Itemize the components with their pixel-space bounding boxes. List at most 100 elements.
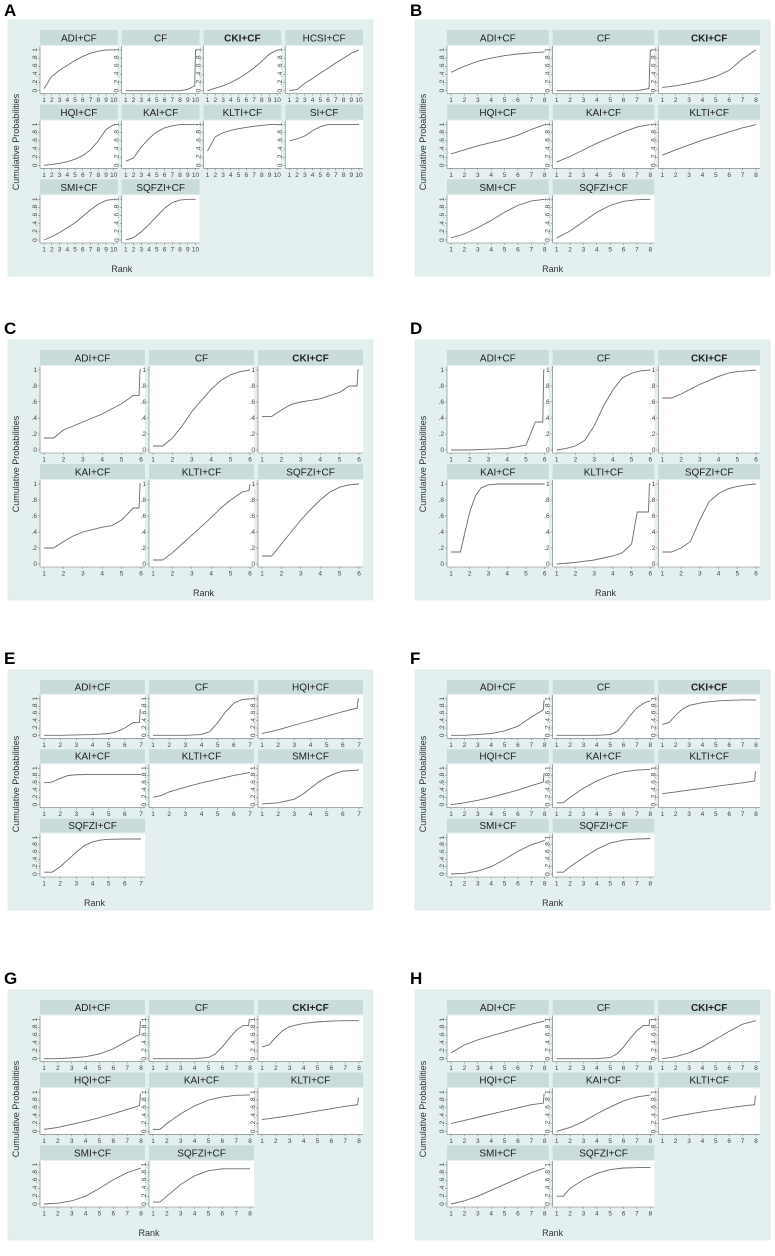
x-tick-label: 5 <box>207 1211 211 1218</box>
y-tick-label: .4 <box>250 1113 257 1119</box>
x-tick-label: 4 <box>595 742 599 749</box>
y-tick-label: .4 <box>439 1040 446 1046</box>
y-tick-label: .2 <box>545 79 552 85</box>
x-tick-label: 6 <box>244 172 248 179</box>
subplot-kai-cf: KAI+CF1 2 3 4 5 6 7 8 9 100.2.4.6.81 <box>114 104 200 179</box>
x-tick-label: 2 <box>463 1065 467 1072</box>
x-tick-label: 3 <box>476 1211 480 1218</box>
plot-area <box>447 195 549 243</box>
y-tick-label: 0 <box>546 561 550 568</box>
subplot-sqfzi-cf: SQFZI+CF 1 2 3 4 5 6 7 8 0 .2 .4 .6 .8 1 <box>545 179 655 254</box>
y-tick-label: .2 <box>250 1048 257 1054</box>
y-tick-label: .2 <box>32 431 38 438</box>
x-tick-label: 2 <box>132 247 136 254</box>
x-axis-label: Rank <box>193 588 215 598</box>
y-tick-label: .6 <box>32 1032 39 1038</box>
subplot-hcsi-cf: HCSI+CF1 2 3 4 5 6 7 8 9 100.2.4.6.81 <box>277 30 363 104</box>
subplot-title-bar <box>447 818 549 833</box>
x-tick-label: 3 <box>303 97 307 104</box>
x-tick-label: 5 <box>216 742 220 749</box>
y-tick-label: 1 <box>545 1163 552 1167</box>
subplot-adi-cf: ADI+CF 1 2 3 4 5 6 0 .2 .4 .6 .8 1 <box>439 350 549 464</box>
x-tick-label: 1 <box>449 1211 453 1218</box>
subplot-title-bar <box>40 1145 145 1160</box>
cumulative-rank-line <box>556 49 651 92</box>
x-tick-label: 8 <box>96 172 100 179</box>
x-tick-label: 5 <box>338 571 342 578</box>
y-tick-label: .4 <box>439 221 446 227</box>
subplot-smi-cf: SMI+CF 1 2 3 4 5 6 7 8 0 .2 .4 .6 .8 1 <box>439 179 549 254</box>
y-tick-label: 1 <box>250 766 257 770</box>
x-tick-label: 7 <box>529 742 533 749</box>
y-tick-label: .4 <box>32 146 39 152</box>
subplot-title-bar <box>40 464 145 479</box>
y-tick-label: .4 <box>650 718 657 724</box>
x-tick-label: 7 <box>635 881 639 888</box>
y-tick-label: .4 <box>114 71 121 77</box>
y-tick-label: .6 <box>439 1177 446 1183</box>
x-tick-label: 5 <box>120 457 124 464</box>
x-tick-label: 1 <box>42 247 46 254</box>
x-tick-label: 8 <box>649 97 653 104</box>
subplot-adi-cf: ADI+CF1 2 3 4 5 6 70.2.4.6.81 <box>32 680 145 749</box>
subplot-title: SQFZI+CF <box>286 468 335 479</box>
x-tick-label: 4 <box>595 1065 599 1072</box>
y-tick-label: 1 <box>650 122 657 126</box>
x-tick-label: 3 <box>476 172 480 179</box>
x-tick-label: 6 <box>754 571 758 578</box>
x-tick-label: 1 <box>449 742 453 749</box>
x-tick-label: 1 <box>449 1138 453 1145</box>
x-tick-label: 4 <box>489 811 493 818</box>
x-tick-label: 1 <box>151 1211 155 1218</box>
cumulative-rank-line <box>662 124 757 156</box>
x-tick-label: 8 <box>260 172 264 179</box>
y-tick-label: .2 <box>114 79 121 85</box>
y-tick-label: .4 <box>439 146 446 152</box>
subplot-kai-cf: KAI+CF1 2 3 4 5 6 7 80.2.4.6.81 <box>545 1072 655 1145</box>
plot-area <box>552 833 655 877</box>
y-tick-label: 1 <box>652 481 656 488</box>
x-tick-label: 7 <box>170 247 174 254</box>
subplot-title-bar <box>149 749 254 764</box>
x-tick-label: 2 <box>58 742 62 749</box>
x-tick-label: 3 <box>582 811 586 818</box>
x-tick-label: 1 <box>555 97 559 104</box>
y-tick-label: .4 <box>32 718 39 724</box>
x-tick-label: 1 <box>555 742 559 749</box>
y-tick-label: .8 <box>114 130 121 136</box>
y-tick-label: .2 <box>439 864 446 870</box>
cumulative-rank-line <box>262 369 359 417</box>
x-tick-label: 6 <box>248 571 252 578</box>
subplot-sqfzi-cf: SQFZI+CF1 2 3 4 5 6 7 8 9 100.2.4.6.81 <box>114 179 200 254</box>
cumulative-rank-line <box>556 1167 651 1197</box>
x-tick-label: 3 <box>476 247 480 254</box>
y-tick-label: 0 <box>114 163 121 167</box>
y-tick-label: 1 <box>33 481 37 488</box>
plot-area <box>40 366 145 453</box>
y-tick-label: 0 <box>33 561 37 568</box>
y-tick-label: .2 <box>545 229 552 235</box>
y-tick-label: 0 <box>650 733 657 737</box>
x-tick-label: 3 <box>58 172 62 179</box>
y-tick-label: .8 <box>32 842 39 848</box>
y-tick-label: .8 <box>439 703 446 709</box>
plot-area <box>203 120 282 169</box>
figure-panel-h: H Cumulative Probabilities Rank ADI+CF 1 2 3 4 5… <box>410 969 771 1241</box>
subplot-title-bar <box>658 464 760 479</box>
x-tick-label: 7 <box>529 1065 533 1072</box>
x-tick-label: 5 <box>503 811 507 818</box>
x-tick-label: 5 <box>630 571 634 578</box>
y-axis-label: Cumulative Probabilities <box>11 93 21 190</box>
x-tick-label: 2 <box>568 247 572 254</box>
subplot-title-bar <box>40 104 118 120</box>
y-tick-label: 0 <box>439 872 446 876</box>
plot-area <box>258 366 363 453</box>
x-tick-label: 6 <box>326 97 330 104</box>
subplot-cki-cf: CKI+CF 1 2 3 4 5 6 7 8 0 .2 .4 .6 .8 1 <box>650 1000 760 1072</box>
subplot-title: KAI+CF <box>143 108 178 119</box>
y-tick-label: .4 <box>650 1113 657 1119</box>
subplot-title: KLTI+CF <box>182 468 222 479</box>
x-tick-label: 10 <box>274 172 282 179</box>
x-tick-label: 1 <box>260 1138 264 1145</box>
